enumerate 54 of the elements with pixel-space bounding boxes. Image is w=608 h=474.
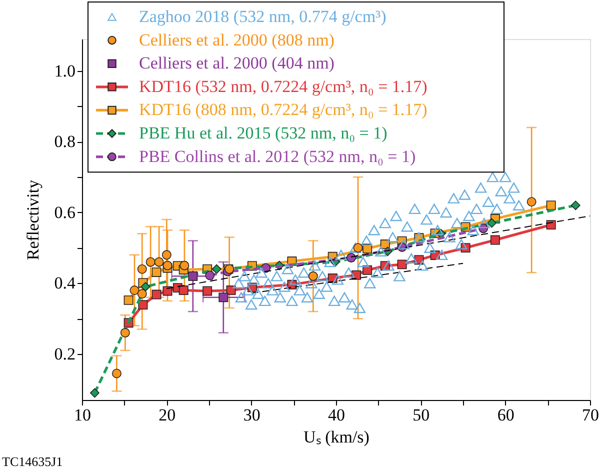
point <box>154 257 164 267</box>
x-tick-label: 60 <box>497 406 514 424</box>
point <box>120 328 130 338</box>
legend-label: KDT16 (808 nm, 0.7224 g/cm³, n₀ = 1.17) <box>139 100 428 120</box>
point <box>137 264 147 274</box>
y-tick-label: 1.0 <box>54 61 76 80</box>
x-tick-label: 50 <box>412 406 430 424</box>
point <box>137 289 147 299</box>
y-tick-label: 0.2 <box>54 344 76 364</box>
legend-label: KDT16 (532 nm, 0.7224 g/cm³, n₀ = 1.17) <box>139 76 428 96</box>
legend-label: PBE Collins et al. 2012 (532 nm, n₀ = 1) <box>139 146 416 166</box>
point <box>188 271 198 281</box>
x-tick-label: 70 <box>582 406 599 424</box>
text: TC14635J1 <box>2 454 63 469</box>
point <box>90 388 100 398</box>
x-tick-label: 30 <box>243 406 260 424</box>
point <box>205 270 215 280</box>
y-tick-label: 0.8 <box>54 132 76 152</box>
point <box>146 257 156 267</box>
x-tick-label: 40 <box>328 406 345 424</box>
y-tick-label: 0.4 <box>54 274 76 293</box>
point <box>346 253 356 262</box>
point <box>180 260 190 270</box>
point <box>162 260 172 270</box>
point <box>130 286 140 296</box>
point <box>490 235 500 245</box>
point <box>202 286 212 296</box>
legend-label: Celliers et al. 2000 (808 nm) <box>139 30 334 50</box>
point <box>487 218 497 228</box>
point <box>353 243 363 253</box>
point <box>112 368 122 378</box>
point <box>308 271 318 281</box>
point <box>178 286 188 296</box>
x-axis-title: Uₛ (km/s) <box>304 428 370 446</box>
legend-label: Zaghoo 2018 (532 nm, 0.774 g/cm³) <box>139 7 386 26</box>
point <box>570 200 580 210</box>
point <box>397 260 407 270</box>
point <box>138 300 148 310</box>
point <box>124 295 134 305</box>
y-axis-title: Reflectivity <box>23 179 42 260</box>
legend-label: Celliers et al. 2000 (404 nm) <box>139 54 334 73</box>
point <box>526 197 536 207</box>
point <box>546 220 556 230</box>
point <box>546 200 556 210</box>
point <box>152 268 162 277</box>
x-tick-label: 20 <box>158 406 176 424</box>
point <box>162 250 172 260</box>
point <box>140 282 150 292</box>
x-tick-label: 10 <box>74 406 91 424</box>
y-tick-label: 0.6 <box>54 202 76 222</box>
point <box>152 290 162 300</box>
point <box>212 264 222 274</box>
point <box>218 292 228 302</box>
legend-label: PBE Hu et al. 2015 (532 nm, n₀ = 1) <box>139 124 388 142</box>
